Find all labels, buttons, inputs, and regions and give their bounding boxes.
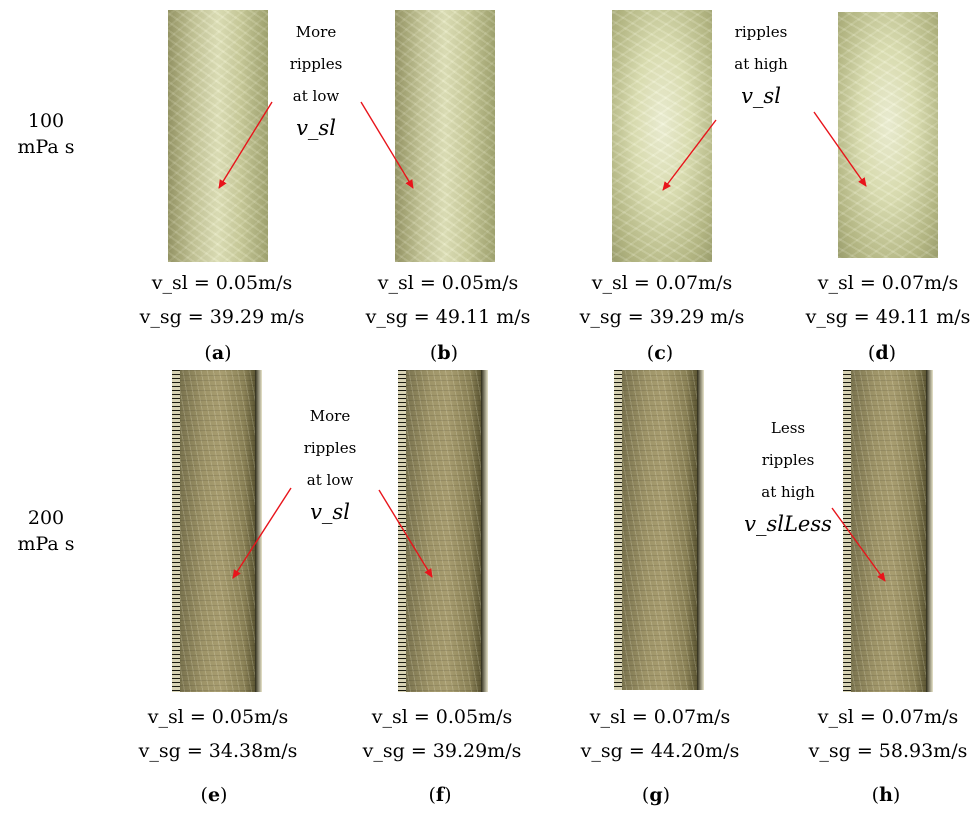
photo-panel-f [398,370,488,692]
panel-letter-b: (b) [429,342,459,364]
vsg-label: v_sg = 44.20m/s [580,740,740,762]
panel-letter-e: (e) [200,784,228,806]
panel-letter-h: (h) [871,784,901,806]
panel-letter-d: (d) [867,342,897,364]
row-label-unit: mPa s [17,136,75,158]
photo-panel-e [172,370,262,692]
vsl-label: v_sl = 0.07m/s [817,706,959,728]
photo-panel-d [838,12,938,258]
caption-panel-a: v_sl = 0.05m/s v_sg = 39.29 m/s [122,266,322,334]
annotation-less-ripples-high-200: Less ripples at high v_slLess [733,412,843,540]
row-label-100: 100 mPa s [6,108,86,160]
vsl-label: v_sl = 0.07m/s [589,706,731,728]
arrow-e [232,487,292,579]
photo-panel-b [395,10,495,262]
arrow-h [831,507,886,582]
vsl-label: v_sl = 0.05m/s [377,272,519,294]
vsg-label: v_sg = 39.29 m/s [139,306,305,328]
caption-panel-c: v_sl = 0.07m/s v_sg = 39.29 m/s [562,266,762,334]
row-label-value: 200 [27,507,65,529]
vsl-label: v_sl = 0.05m/s [151,272,293,294]
arrow-c [662,119,717,191]
caption-panel-f: v_sl = 0.05m/s v_sg = 39.29m/s [342,700,542,768]
row-label-value: 100 [27,110,65,132]
photo-panel-h [843,370,933,692]
math-symbol: v_sl [741,84,781,108]
arrow-f [378,489,433,578]
arrow-a [218,101,273,189]
vsl-label: v_sl = 0.05m/s [371,706,513,728]
vsg-label: v_sg = 49.11 m/s [365,306,531,328]
math-symbol: v_sl [310,500,350,524]
caption-panel-h: v_sl = 0.07m/s v_sg = 58.93m/s [788,700,971,768]
panel-letter-g: (g) [641,784,671,806]
vsl-label: v_sl = 0.07m/s [591,272,733,294]
panel-letter-f: (f) [428,784,452,806]
arrow-b [360,101,414,189]
caption-panel-g: v_sl = 0.07m/s v_sg = 44.20m/s [560,700,760,768]
math-symbol: v_slLess [744,512,832,536]
photo-panel-c [612,10,712,262]
vsg-label: v_sg = 49.11 m/s [805,306,971,328]
caption-panel-e: v_sl = 0.05m/s v_sg = 34.38m/s [118,700,318,768]
panel-letter-c: (c) [646,342,674,364]
vsl-label: v_sl = 0.07m/s [817,272,959,294]
row-label-unit: mPa s [17,533,75,555]
vsg-label: v_sg = 34.38m/s [138,740,298,762]
annotation-more-ripples-low-200: More ripples at low v_sl [275,400,385,528]
photo-panel-g [614,370,704,690]
vsg-label: v_sg = 39.29m/s [362,740,522,762]
annotation-more-ripples-low-100: More ripples at low v_sl [261,16,371,144]
vsg-label: v_sg = 39.29 m/s [579,306,745,328]
caption-panel-b: v_sl = 0.05m/s v_sg = 49.11 m/s [348,266,548,334]
caption-panel-d: v_sl = 0.07m/s v_sg = 49.11 m/s [788,266,971,334]
panel-letter-a: (a) [204,342,232,364]
vsg-label: v_sg = 58.93m/s [808,740,968,762]
math-symbol: v_sl [296,116,336,140]
row-label-200: 200 mPa s [6,505,86,557]
arrow-d [813,111,867,187]
annotation-ripples-high-100: ripples at high v_sl [706,16,816,112]
vsl-label: v_sl = 0.05m/s [147,706,289,728]
